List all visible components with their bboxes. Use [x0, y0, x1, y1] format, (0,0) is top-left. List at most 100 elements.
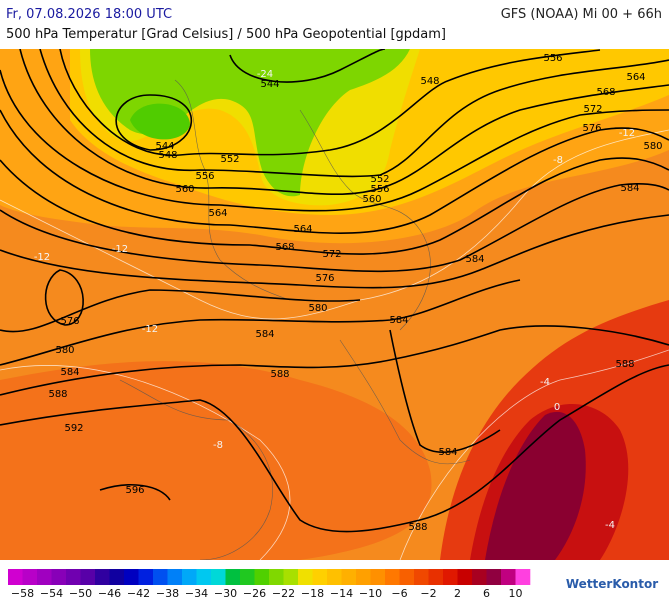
- contour-label: 560: [175, 184, 194, 195]
- colorbar-swatch: [341, 569, 357, 585]
- colorbar-swatch: [515, 569, 531, 585]
- contour-label: 568: [275, 242, 294, 253]
- header-subtitle: 500 hPa Temperatur [Grad Celsius] / 500 …: [6, 27, 447, 42]
- colorbar-swatch: [443, 569, 458, 585]
- contour-label: 576: [60, 316, 79, 327]
- colorbar-label: −2: [420, 587, 436, 600]
- brand: WetterKontor: [566, 577, 658, 591]
- contour-label: 572: [583, 104, 602, 115]
- isotherm-label: 0: [554, 402, 560, 413]
- colorbar-swatch: [95, 569, 110, 585]
- colorbar-label: −26: [243, 587, 266, 600]
- colorbar-label: −30: [214, 587, 237, 600]
- colorbar-swatch: [283, 569, 299, 585]
- contour-label: 584: [60, 367, 79, 378]
- colorbar-swatch: [37, 569, 52, 585]
- isotherm-label: -4: [605, 520, 615, 531]
- isotherm-label: -12: [34, 252, 50, 263]
- colorbar-label: −18: [301, 587, 324, 600]
- contour-label: 580: [55, 345, 74, 356]
- contour-label: 552: [220, 154, 239, 165]
- colorbar-label: −34: [185, 587, 208, 600]
- colorbar-label: −38: [156, 587, 179, 600]
- contour-label: 584: [389, 315, 408, 326]
- isotherm-label: -12: [112, 244, 128, 255]
- contour-label: 548: [158, 150, 177, 161]
- contour-label: 584: [620, 183, 639, 194]
- colorbar-label: −22: [272, 587, 295, 600]
- colorbar-label: −58: [11, 587, 34, 600]
- contour-label: 588: [270, 369, 289, 380]
- colorbar-swatch: [254, 569, 270, 585]
- contour-label: 548: [420, 76, 439, 87]
- colorbar-swatch: [225, 569, 241, 585]
- colorbar-label: −54: [40, 587, 63, 600]
- isotherm-label: -8: [553, 155, 563, 166]
- colorbar-swatch: [501, 569, 516, 585]
- colorbar-swatch: [457, 569, 473, 585]
- contour-label: 556: [195, 171, 214, 182]
- contour-label: 564: [208, 208, 227, 219]
- contour-label: 580: [643, 141, 662, 152]
- contour-label: 596: [125, 485, 144, 496]
- colorbar-swatch: [80, 569, 96, 585]
- colorbar-label: −10: [359, 587, 382, 600]
- colorbar-swatch: [269, 569, 284, 585]
- contour-label: 588: [408, 522, 427, 533]
- colorbar-swatch: [356, 569, 371, 585]
- colorbar-swatch: [298, 569, 313, 585]
- colorbar-label: −6: [391, 587, 407, 600]
- contour-label: 580: [308, 303, 327, 314]
- colorbar-swatch: [167, 569, 183, 585]
- colorbar-label: −46: [98, 587, 121, 600]
- contour-label: 556: [543, 53, 562, 64]
- colorbar-swatch: [312, 569, 328, 585]
- contour-label: 576: [315, 273, 334, 284]
- colorbar-label: −42: [127, 587, 150, 600]
- colorbar-swatch: [109, 569, 125, 585]
- header-date: Fr, 07.08.2026 18:00 UTC: [6, 7, 173, 22]
- colorbar-swatch: [22, 569, 38, 585]
- colorbar-swatch: [196, 569, 212, 585]
- colorbar-swatch: [138, 569, 154, 585]
- isotherm-label: -24: [257, 69, 273, 80]
- colorbar-swatch: [153, 569, 168, 585]
- colorbar-label: −50: [69, 587, 92, 600]
- colorbar-label: 2: [454, 587, 461, 600]
- colorbar-swatch: [66, 569, 81, 585]
- colorbar-label: −14: [330, 587, 353, 600]
- isotherm-label: -12: [619, 128, 635, 139]
- contour-label: 588: [615, 359, 634, 370]
- colorbar-swatch: [211, 569, 226, 585]
- contour-label: 576: [582, 123, 601, 134]
- contour-label: 544: [155, 141, 174, 152]
- colorbar-swatch: [472, 569, 487, 585]
- colorbar-swatch: [51, 569, 67, 585]
- contour-label: 584: [255, 329, 274, 340]
- contour-label: 552: [370, 174, 389, 185]
- contour-label: 564: [626, 72, 645, 83]
- contour-label: 560: [362, 194, 381, 205]
- header-model: GFS (NOAA) Mi 00 + 66h: [500, 7, 662, 22]
- contour-label: 588: [48, 389, 67, 400]
- isotherm-label: -4: [540, 377, 550, 388]
- colorbar-swatch: [399, 569, 415, 585]
- colorbar-swatch: [327, 569, 342, 585]
- colorbar-label: 6: [483, 587, 490, 600]
- colorbar-swatch: [8, 569, 23, 585]
- contour-label: 584: [438, 447, 457, 458]
- contour-label: 556: [370, 184, 389, 195]
- colorbar-label: 10: [509, 587, 523, 600]
- contour-label: 544: [260, 79, 279, 90]
- contour-label: 572: [322, 249, 341, 260]
- colorbar-swatch: [240, 569, 255, 585]
- colorbar-swatch: [385, 569, 400, 585]
- colorbar-swatch: [428, 569, 444, 585]
- isotherm-label: -8: [213, 440, 223, 451]
- contour-label: 568: [596, 87, 615, 98]
- colorbar-swatch: [414, 569, 429, 585]
- colorbar-swatch: [182, 569, 197, 585]
- contour-label: 584: [465, 254, 484, 265]
